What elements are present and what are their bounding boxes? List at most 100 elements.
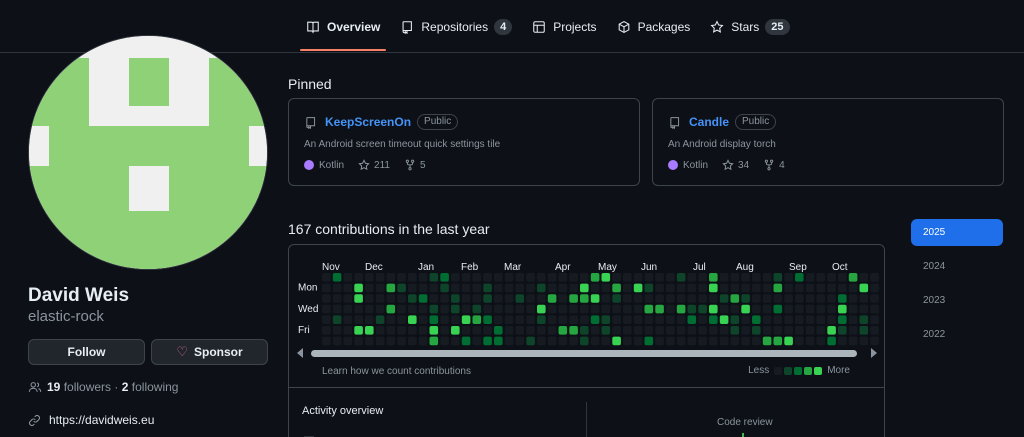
contribution-day-cell[interactable] xyxy=(687,273,697,282)
contribution-day-cell[interactable] xyxy=(397,283,406,293)
contribution-day-cell[interactable] xyxy=(440,336,449,346)
tab-projects[interactable]: Projects xyxy=(524,0,604,53)
contribution-day-cell[interactable] xyxy=(848,315,858,324)
contribution-day-cell[interactable] xyxy=(730,315,740,324)
contribution-day-cell[interactable] xyxy=(526,273,535,282)
contribution-day-cell[interactable] xyxy=(644,273,654,282)
contribution-day-cell[interactable] xyxy=(418,294,428,303)
contribution-day-cell[interactable] xyxy=(580,283,589,293)
contribution-day-cell[interactable] xyxy=(483,326,492,335)
contribution-day-cell[interactable] xyxy=(558,315,568,324)
contribution-day-cell[interactable] xyxy=(332,304,342,314)
contribution-day-cell[interactable] xyxy=(494,336,503,346)
contribution-day-cell[interactable] xyxy=(515,315,525,324)
contribution-day-cell[interactable] xyxy=(633,273,643,282)
contribution-day-cell[interactable] xyxy=(504,304,514,314)
follow-button[interactable]: Follow xyxy=(28,339,145,365)
contribution-day-cell[interactable] xyxy=(870,283,879,293)
contribution-day-cell[interactable] xyxy=(805,326,815,335)
contribution-day-cell[interactable] xyxy=(848,294,858,303)
contribution-day-cell[interactable] xyxy=(547,336,557,346)
contribution-day-cell[interactable] xyxy=(461,294,471,303)
contribution-day-cell[interactable] xyxy=(730,326,740,335)
contribution-day-cell[interactable] xyxy=(827,294,836,303)
repo-stars[interactable]: 211 xyxy=(358,159,390,171)
contribution-day-cell[interactable] xyxy=(375,294,385,303)
contribution-day-cell[interactable] xyxy=(601,283,611,293)
contribution-day-cell[interactable] xyxy=(773,273,783,282)
contribution-day-cell[interactable] xyxy=(623,315,632,324)
contribution-day-cell[interactable] xyxy=(730,304,740,314)
contribution-day-cell[interactable] xyxy=(676,304,686,314)
contribution-day-cell[interactable] xyxy=(848,273,858,282)
contribution-day-cell[interactable] xyxy=(859,326,869,335)
contribution-day-cell[interactable] xyxy=(483,315,492,324)
contribution-day-cell[interactable] xyxy=(666,315,675,324)
contribution-day-cell[interactable] xyxy=(870,315,879,324)
sponsor-button[interactable]: ♡ Sponsor xyxy=(151,339,268,365)
contribution-day-cell[interactable] xyxy=(343,315,353,324)
contribution-day-cell[interactable] xyxy=(848,304,858,314)
contribution-day-cell[interactable] xyxy=(558,283,568,293)
contribution-day-cell[interactable] xyxy=(483,304,492,314)
contribution-day-cell[interactable] xyxy=(709,294,718,303)
contribution-day-cell[interactable] xyxy=(762,326,772,335)
contribution-day-cell[interactable] xyxy=(644,283,654,293)
contribution-day-cell[interactable] xyxy=(547,273,557,282)
contribution-day-cell[interactable] xyxy=(397,336,406,346)
contribution-day-cell[interactable] xyxy=(322,326,331,335)
contribution-day-cell[interactable] xyxy=(472,304,482,314)
contribution-day-cell[interactable] xyxy=(709,336,718,346)
contribution-day-cell[interactable] xyxy=(633,294,643,303)
contribution-day-cell[interactable] xyxy=(461,315,471,324)
contribution-day-cell[interactable] xyxy=(408,336,417,346)
contribution-day-cell[interactable] xyxy=(397,294,406,303)
contribution-day-cell[interactable] xyxy=(709,304,718,314)
contribution-day-cell[interactable] xyxy=(322,294,331,303)
contribution-day-cell[interactable] xyxy=(504,294,514,303)
contribution-day-cell[interactable] xyxy=(408,326,417,335)
contribution-day-cell[interactable] xyxy=(655,283,664,293)
contribution-day-cell[interactable] xyxy=(752,294,761,303)
contribution-day-cell[interactable] xyxy=(451,294,460,303)
contribution-day-cell[interactable] xyxy=(429,315,439,324)
scroll-thumb[interactable] xyxy=(311,350,857,357)
contribution-day-cell[interactable] xyxy=(816,294,826,303)
contribution-day-cell[interactable] xyxy=(859,336,869,346)
contribution-day-cell[interactable] xyxy=(838,326,847,335)
contribution-day-cell[interactable] xyxy=(698,336,707,346)
contribution-day-cell[interactable] xyxy=(332,273,342,282)
contribution-day-cell[interactable] xyxy=(687,326,697,335)
contribution-day-cell[interactable] xyxy=(440,273,449,282)
contribution-day-cell[interactable] xyxy=(365,336,374,346)
contribution-day-cell[interactable] xyxy=(601,315,611,324)
contribution-day-cell[interactable] xyxy=(365,273,374,282)
contribution-day-cell[interactable] xyxy=(633,315,643,324)
contribution-day-cell[interactable] xyxy=(870,336,879,346)
contribution-day-cell[interactable] xyxy=(870,294,879,303)
contribution-day-cell[interactable] xyxy=(795,336,804,346)
contribution-day-cell[interactable] xyxy=(676,326,686,335)
contribution-day-cell[interactable] xyxy=(719,336,729,346)
contribution-day-cell[interactable] xyxy=(698,304,707,314)
contribution-day-cell[interactable] xyxy=(655,294,664,303)
contribution-day-cell[interactable] xyxy=(354,326,363,335)
tab-overview[interactable]: Overview xyxy=(298,0,388,53)
contribution-day-cell[interactable] xyxy=(730,283,740,293)
contribution-day-cell[interactable] xyxy=(601,304,611,314)
contribution-day-cell[interactable] xyxy=(644,326,654,335)
contribution-day-cell[interactable] xyxy=(494,326,503,335)
contribution-day-cell[interactable] xyxy=(526,336,535,346)
contribution-day-cell[interactable] xyxy=(343,294,353,303)
contribution-day-cell[interactable] xyxy=(687,294,697,303)
contribution-day-cell[interactable] xyxy=(741,304,750,314)
contribution-day-cell[interactable] xyxy=(440,283,449,293)
contribution-day-cell[interactable] xyxy=(859,315,869,324)
contribution-day-cell[interactable] xyxy=(451,326,460,335)
year-2024[interactable]: 2024 xyxy=(923,261,946,272)
contribution-day-cell[interactable] xyxy=(741,294,750,303)
contribution-day-cell[interactable] xyxy=(655,315,664,324)
contribution-day-cell[interactable] xyxy=(633,336,643,346)
contribution-day-cell[interactable] xyxy=(397,326,406,335)
contribution-day-cell[interactable] xyxy=(730,273,740,282)
